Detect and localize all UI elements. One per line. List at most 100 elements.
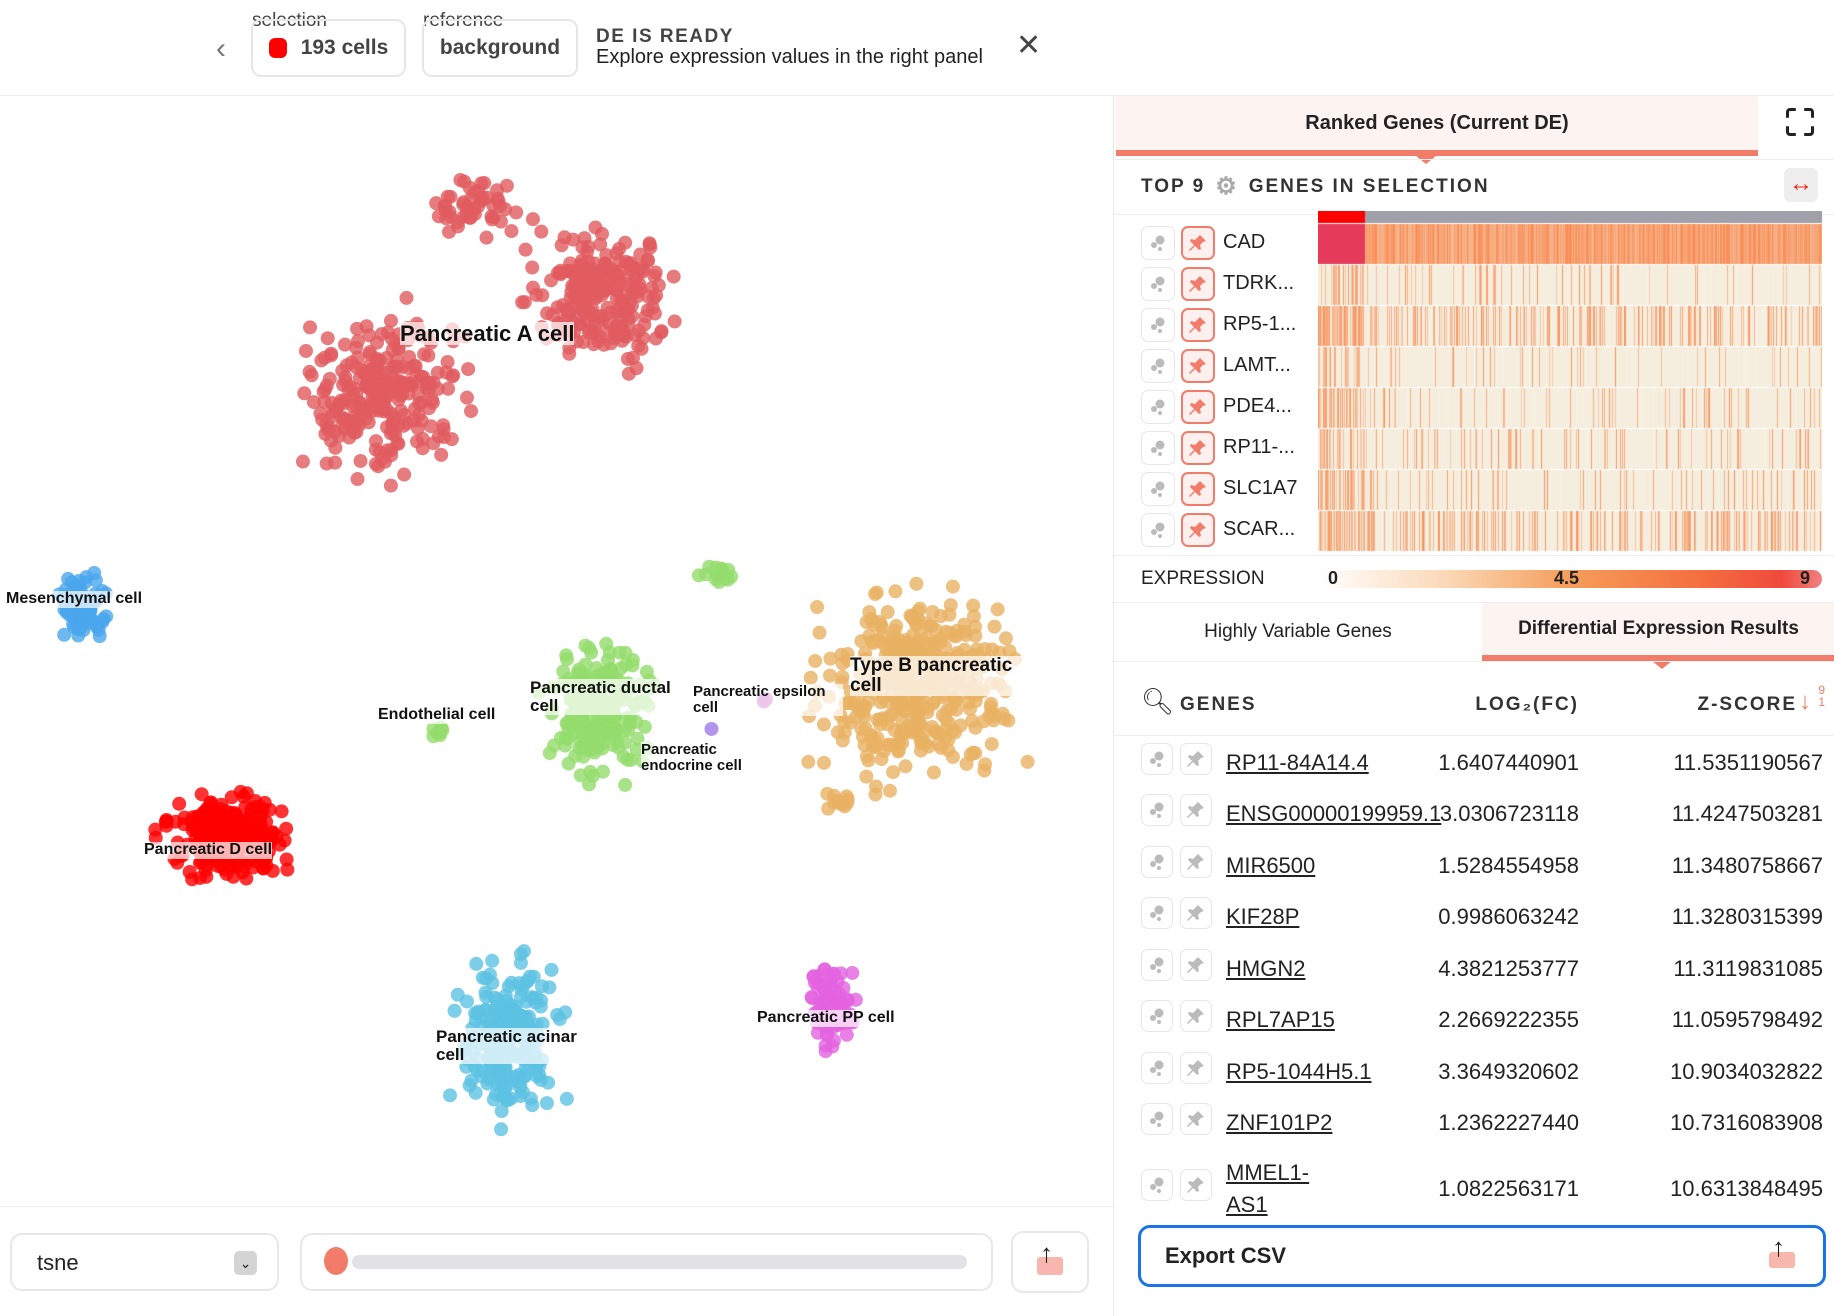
cell-point[interactable] xyxy=(192,835,207,850)
cell-point[interactable] xyxy=(57,627,72,642)
cell-point[interactable] xyxy=(383,313,398,328)
gene-name[interactable]: CAD xyxy=(1223,231,1266,253)
cell-point[interactable] xyxy=(978,757,993,772)
cell-point[interactable] xyxy=(226,810,241,825)
cell-point[interactable] xyxy=(868,587,883,602)
cell-point[interactable] xyxy=(512,1030,527,1045)
cell-point[interactable] xyxy=(458,329,473,344)
cell-point[interactable] xyxy=(238,800,253,815)
cell-point[interactable] xyxy=(620,752,635,767)
expression-heatmap[interactable] xyxy=(1318,211,1822,553)
gene-name[interactable]: SCAR... xyxy=(1223,518,1296,540)
cell-point[interactable] xyxy=(479,230,494,245)
cell-point[interactable] xyxy=(974,682,989,697)
cell-point[interactable] xyxy=(259,848,274,863)
cell-point[interactable] xyxy=(967,619,982,634)
gene-name[interactable]: LAMT... xyxy=(1223,354,1291,376)
cell-point[interactable] xyxy=(984,706,999,721)
cell-point[interactable] xyxy=(306,395,321,410)
cell-point[interactable] xyxy=(565,708,580,723)
tsne-scatter-plot[interactable] xyxy=(0,96,1113,1206)
close-icon[interactable]: ✕ xyxy=(1016,29,1042,62)
cell-point[interactable] xyxy=(759,692,774,707)
cell-point[interactable] xyxy=(372,445,387,460)
cell-point[interactable] xyxy=(479,971,494,986)
gear-icon[interactable]: ⚙ xyxy=(1215,173,1239,200)
cell-point[interactable] xyxy=(513,947,528,962)
cell-point[interactable] xyxy=(898,759,913,774)
cell-point[interactable] xyxy=(649,288,664,303)
cell-point[interactable] xyxy=(559,648,574,663)
cell-point[interactable] xyxy=(552,1012,567,1027)
cell-point[interactable] xyxy=(434,447,449,462)
gene-link[interactable]: KIF28P xyxy=(1226,904,1300,930)
cell-point[interactable] xyxy=(298,343,313,358)
cell-point[interactable] xyxy=(568,748,583,763)
cell-point[interactable] xyxy=(462,1031,477,1046)
cell-point[interactable] xyxy=(440,355,455,370)
cell-point[interactable] xyxy=(279,852,294,867)
cell-point[interactable] xyxy=(550,300,565,315)
cell-point[interactable] xyxy=(845,965,860,980)
pin-icon[interactable] xyxy=(1180,1051,1212,1084)
cell-point[interactable] xyxy=(569,274,584,289)
cell-point[interactable] xyxy=(373,365,388,380)
cell-point[interactable] xyxy=(430,365,445,380)
cell-point[interactable] xyxy=(931,650,946,665)
cell-point[interactable] xyxy=(635,264,650,279)
cell-point[interactable] xyxy=(654,324,669,339)
cell-point[interactable] xyxy=(883,708,898,723)
cell-point[interactable] xyxy=(464,404,479,419)
show-on-embedding-icon[interactable] xyxy=(1141,471,1175,506)
cell-point[interactable] xyxy=(888,584,903,599)
cell-point[interactable] xyxy=(218,851,233,866)
show-on-embedding-icon[interactable] xyxy=(1141,512,1175,547)
cell-point[interactable] xyxy=(802,709,817,724)
cell-point[interactable] xyxy=(399,290,414,305)
cell-point[interactable] xyxy=(909,576,924,591)
cell-point[interactable] xyxy=(997,712,1012,727)
pin-icon[interactable] xyxy=(1181,307,1215,342)
cell-point[interactable] xyxy=(612,645,627,660)
cell-point[interactable] xyxy=(925,604,940,619)
cell-point[interactable] xyxy=(919,616,934,631)
cell-point[interactable] xyxy=(92,629,107,644)
cell-point[interactable] xyxy=(958,628,973,643)
gene-link[interactable]: HMGN2 xyxy=(1226,955,1306,981)
cell-point[interactable] xyxy=(878,640,893,655)
cell-point[interactable] xyxy=(926,765,941,780)
cell-point[interactable] xyxy=(600,673,615,688)
cell-point[interactable] xyxy=(855,680,870,695)
cell-point[interactable] xyxy=(937,687,952,702)
cell-point[interactable] xyxy=(583,274,598,289)
cell-point[interactable] xyxy=(945,579,960,594)
cell-point[interactable] xyxy=(803,670,818,685)
cell-point[interactable] xyxy=(192,855,207,870)
cell-point[interactable] xyxy=(883,678,898,693)
cell-point[interactable] xyxy=(546,738,561,753)
cell-point[interactable] xyxy=(862,605,877,620)
cell-point[interactable] xyxy=(467,207,482,222)
cell-point[interactable] xyxy=(990,602,1005,617)
cell-point[interactable] xyxy=(269,829,284,844)
cell-point[interactable] xyxy=(581,733,596,748)
cell-point[interactable] xyxy=(434,721,449,736)
cell-point[interactable] xyxy=(629,742,644,757)
cell-point[interactable] xyxy=(534,224,549,239)
slider-track[interactable] xyxy=(352,1255,967,1269)
cell-point[interactable] xyxy=(316,384,331,399)
cell-point[interactable] xyxy=(173,848,188,863)
cell-point[interactable] xyxy=(87,566,102,581)
selection-chip[interactable]: 193 cells xyxy=(251,19,406,77)
cell-point[interactable] xyxy=(585,690,600,705)
cell-point[interactable] xyxy=(623,262,638,277)
cell-point[interactable] xyxy=(391,340,406,355)
cell-point[interactable] xyxy=(390,384,405,399)
cell-point[interactable] xyxy=(297,386,312,401)
cell-point[interactable] xyxy=(219,866,234,881)
cell-point[interactable] xyxy=(586,719,601,734)
cell-point[interactable] xyxy=(912,601,927,616)
cell-point[interactable] xyxy=(666,269,681,284)
cell-point[interactable] xyxy=(823,1008,838,1023)
cell-point[interactable] xyxy=(867,733,882,748)
